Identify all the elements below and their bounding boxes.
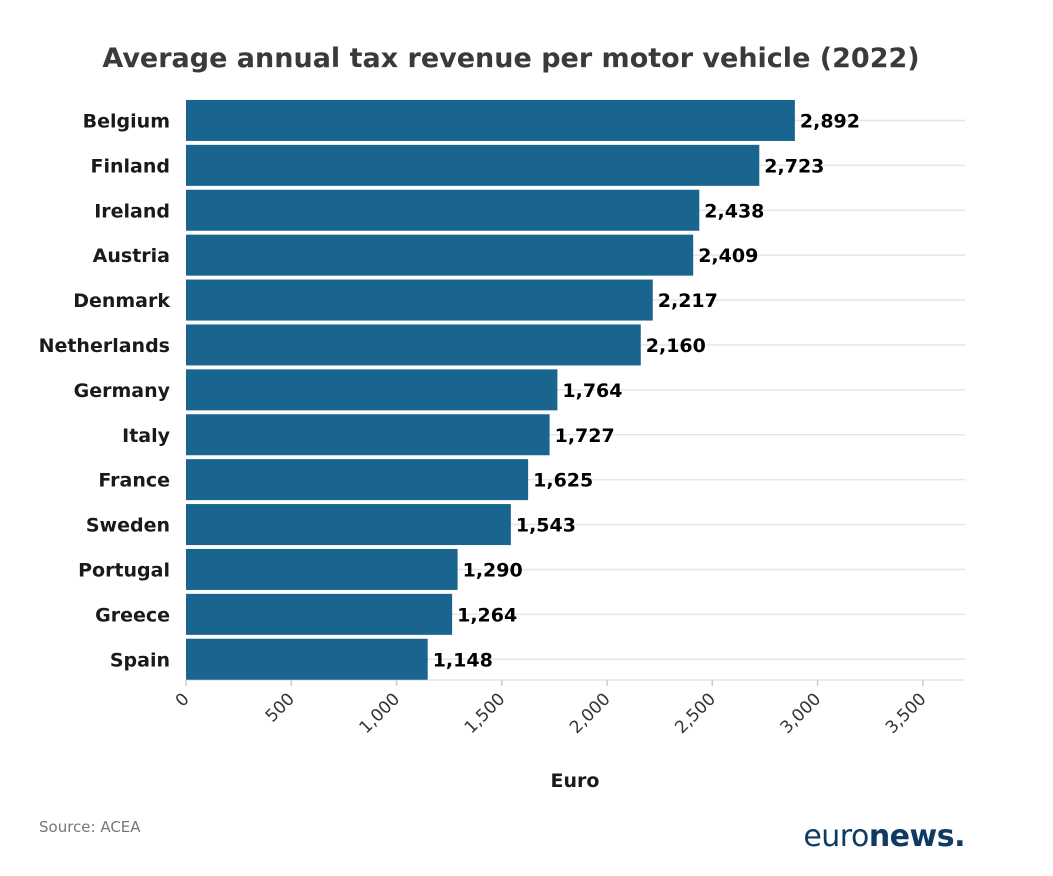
category-label-germany: Germany xyxy=(74,380,171,402)
bars xyxy=(186,99,795,680)
bar-sweden xyxy=(186,504,511,546)
category-label-denmark: Denmark xyxy=(73,290,170,312)
value-labels: 2,892 2,723 2,438 2,409 2,217 2,160 1,764 1,727… xyxy=(433,110,860,671)
value-label-sweden: 1,543 xyxy=(516,515,576,537)
bar-austria xyxy=(186,234,694,276)
value-label-germany: 1,764 xyxy=(562,380,622,402)
bar-portugal xyxy=(186,548,458,590)
x-tick-label: 0 xyxy=(172,689,194,711)
category-label-spain: Spain xyxy=(110,649,170,671)
category-label-portugal: Portugal xyxy=(78,559,170,581)
category-label-italy: Italy xyxy=(122,425,170,447)
x-tick-label: 1,000 xyxy=(356,689,405,738)
value-label-denmark: 2,217 xyxy=(658,290,718,312)
bar-germany xyxy=(186,369,558,411)
bar-spain xyxy=(186,638,428,680)
bar-france xyxy=(186,459,529,501)
x-axis-title: Euro xyxy=(551,770,600,792)
bar-finland xyxy=(186,144,760,186)
x-tick-label: 1,500 xyxy=(461,689,510,738)
category-label-belgium: Belgium xyxy=(83,110,170,132)
bar-denmark xyxy=(186,279,653,321)
value-label-france: 1,625 xyxy=(533,470,593,492)
source-note: Source: ACEA xyxy=(39,818,141,836)
x-tick-label: 2,000 xyxy=(566,689,615,738)
bar-greece xyxy=(186,593,453,635)
bar-italy xyxy=(186,414,550,456)
value-label-austria: 2,409 xyxy=(698,245,758,267)
x-tick-label: 3,500 xyxy=(882,689,931,738)
value-label-spain: 1,148 xyxy=(433,649,493,671)
euronews-logo: euronews. xyxy=(803,822,965,852)
category-label-ireland: Ireland xyxy=(94,200,170,222)
bar-belgium xyxy=(186,99,795,141)
value-label-netherlands: 2,160 xyxy=(646,335,706,357)
value-label-finland: 2,723 xyxy=(764,155,824,177)
value-label-ireland: 2,438 xyxy=(704,200,764,222)
category-label-netherlands: Netherlands xyxy=(39,335,170,357)
value-label-greece: 1,264 xyxy=(457,604,517,626)
bar-netherlands xyxy=(186,324,641,366)
chart-title: Average annual tax revenue per motor veh… xyxy=(102,43,919,74)
x-axis-ticks: 0 500 1,000 1,500 2,000 2,500 3,000 3,500 xyxy=(172,680,931,738)
value-label-portugal: 1,290 xyxy=(463,559,523,581)
value-label-belgium: 2,892 xyxy=(800,110,860,132)
category-label-austria: Austria xyxy=(93,245,170,267)
x-tick-label: 3,000 xyxy=(777,689,826,738)
category-label-sweden: Sweden xyxy=(86,515,170,537)
logo-text-light: euro xyxy=(803,819,869,854)
category-label-finland: Finland xyxy=(91,155,170,177)
bar-ireland xyxy=(186,189,700,231)
x-tick-label: 2,500 xyxy=(671,689,720,738)
x-tick-label: 500 xyxy=(262,689,299,726)
logo-text-bold: news. xyxy=(868,819,966,854)
category-label-france: France xyxy=(98,470,170,492)
category-labels: Belgium Finland Ireland Austria Denmark Nethe… xyxy=(39,110,171,671)
value-label-italy: 1,727 xyxy=(555,425,615,447)
category-label-greece: Greece xyxy=(95,604,170,626)
